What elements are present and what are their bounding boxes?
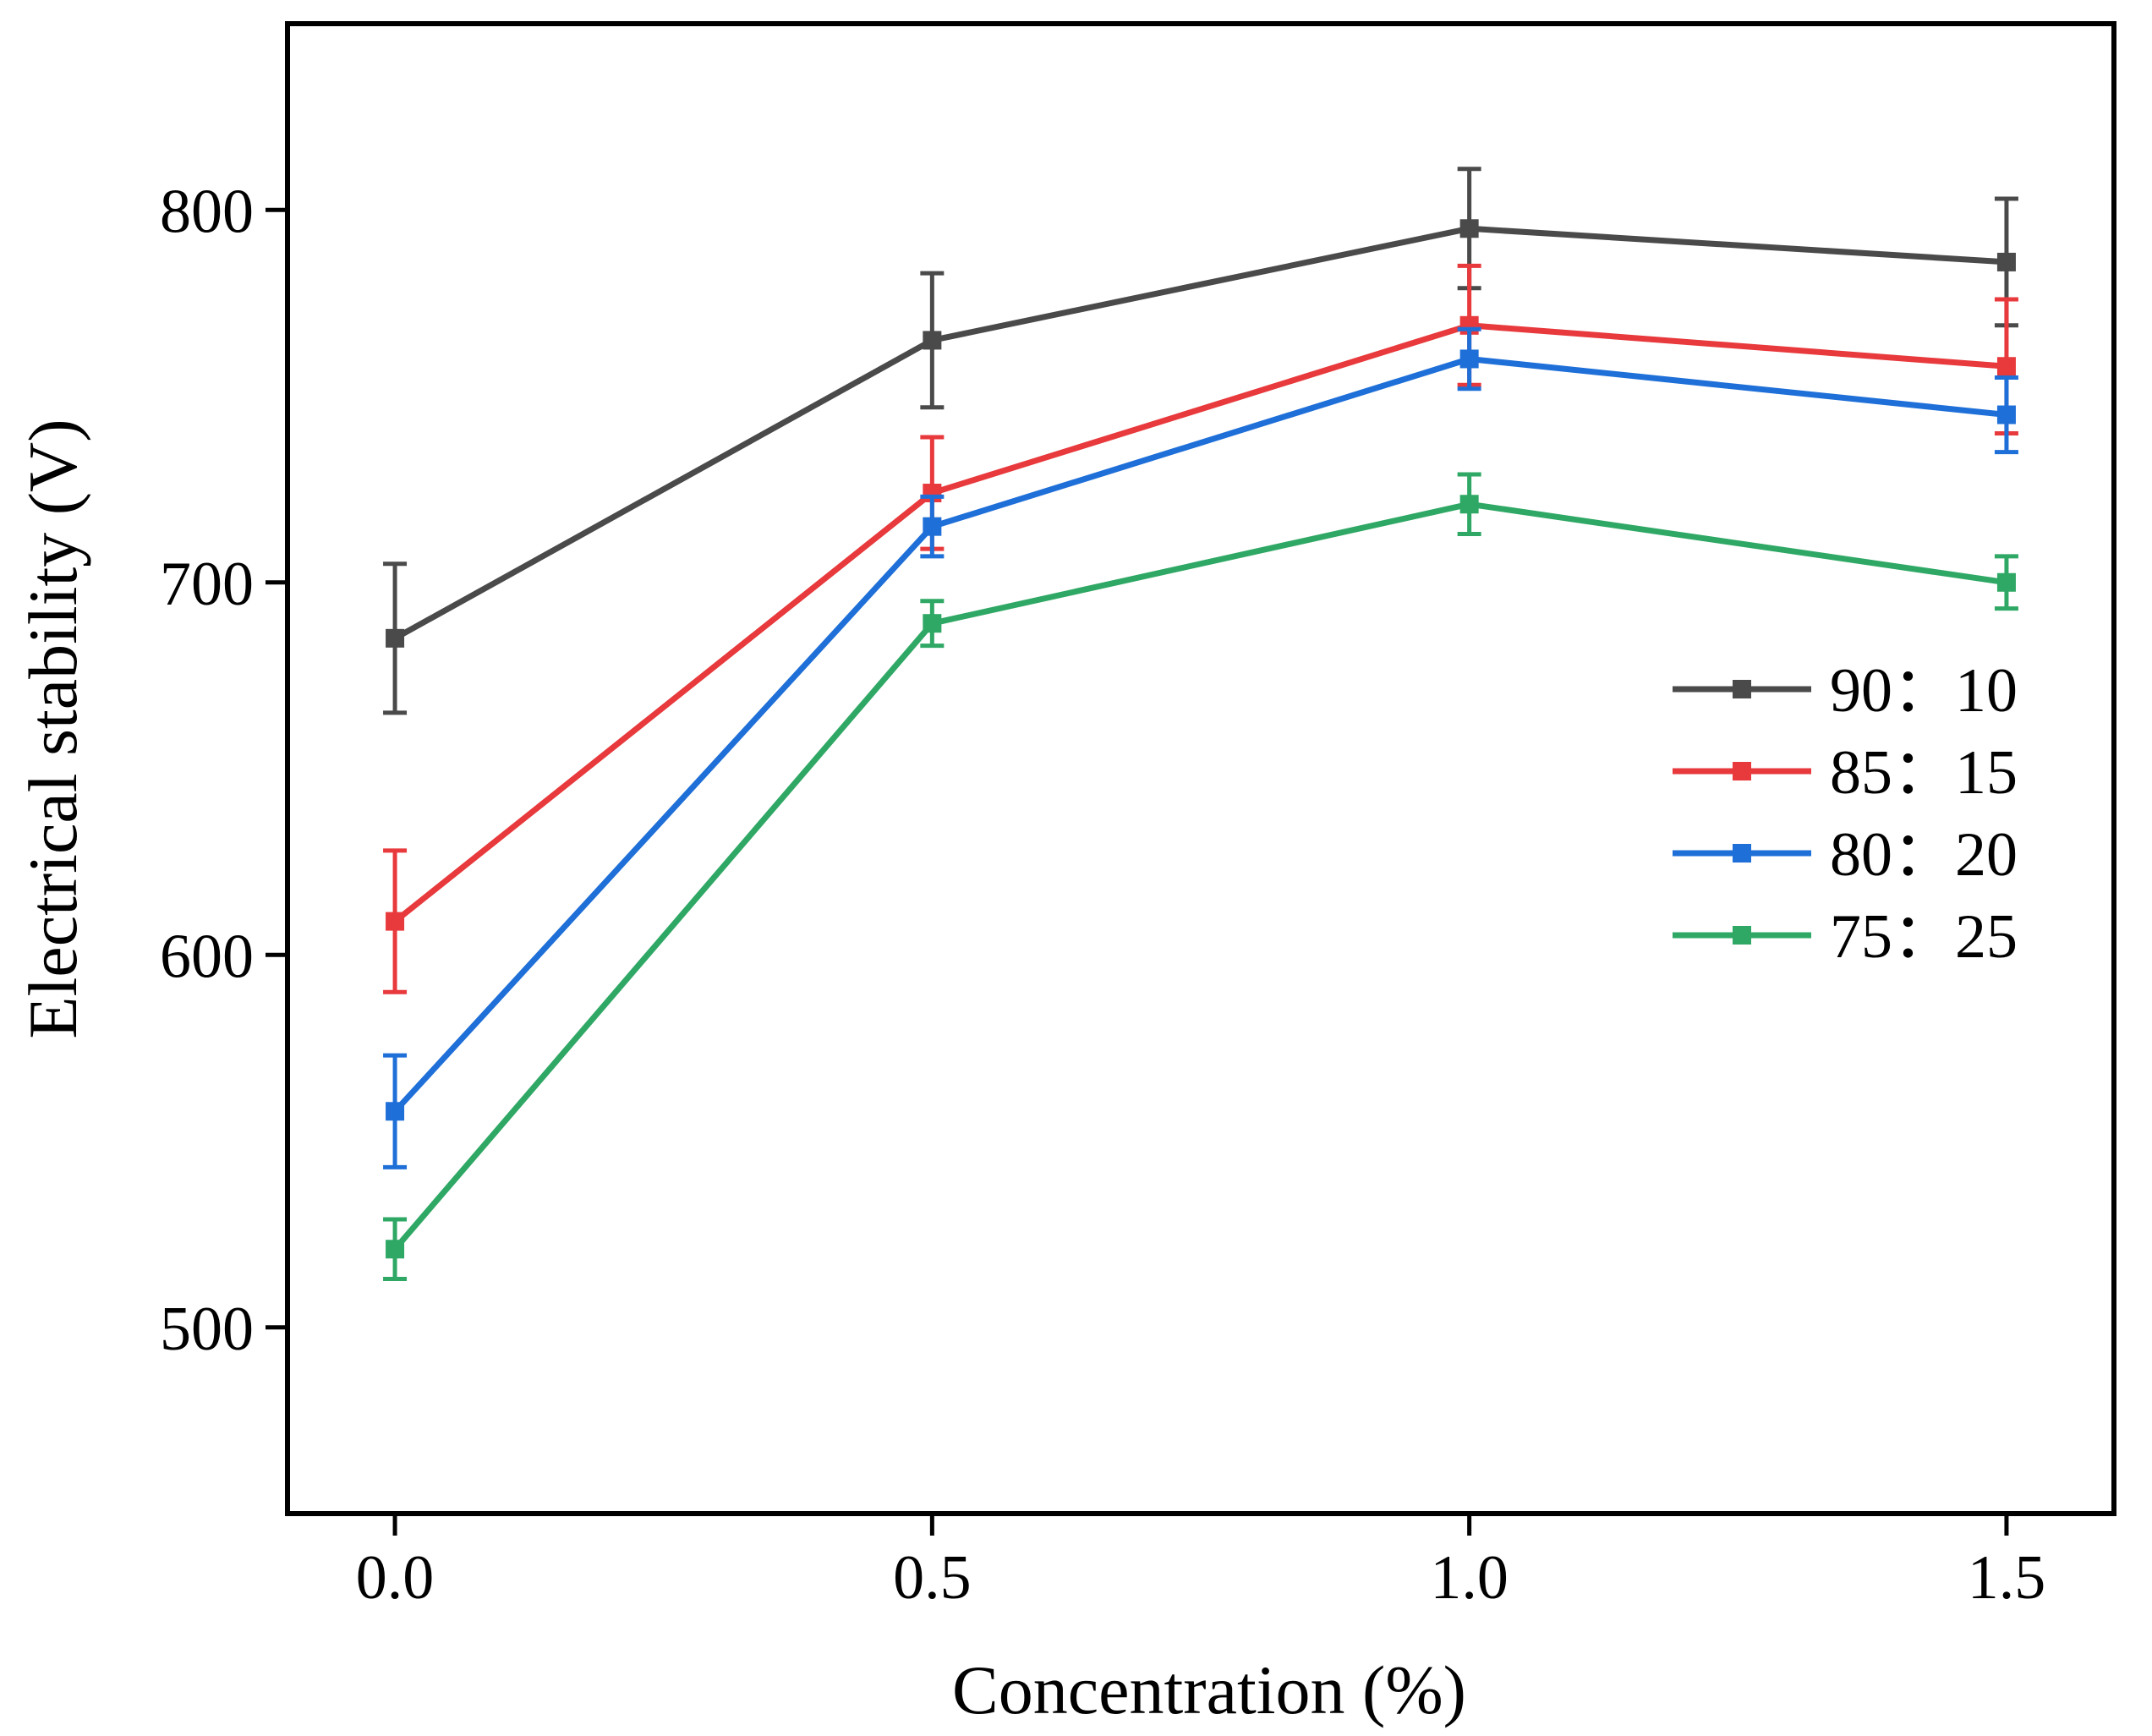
data-point-0-2 xyxy=(1459,219,1479,238)
series-line-1 xyxy=(392,322,2007,924)
legend-marker xyxy=(1733,844,1751,863)
x-tick-label-0.0: 0.0 xyxy=(356,1543,435,1613)
axis-ticks: 500 600 700 800 0.0 0.5 1.0 1.5 xyxy=(160,177,2045,1613)
x-tick-label-0.5: 0.5 xyxy=(893,1543,972,1613)
x-tick-label-1.0: 1.0 xyxy=(1430,1543,1509,1613)
data-point-0-3 xyxy=(1996,252,2016,271)
y-tick-label-500: 500 xyxy=(160,1295,254,1364)
series-3 xyxy=(383,472,2018,1281)
x-tick-label-1.5: 1.5 xyxy=(1968,1543,2046,1613)
legend-label: 75：25 xyxy=(1830,902,2018,972)
legend: 90：10 85：15 80：20 75：25 xyxy=(1673,656,2018,972)
data-point-2-3 xyxy=(1996,405,2016,424)
plot-frame xyxy=(285,21,2116,1516)
series-line-3 xyxy=(392,501,2007,1251)
legend-item-1: 85：15 xyxy=(1673,738,2018,808)
y-tick-label-600: 600 xyxy=(160,922,254,991)
data-point-3-0 xyxy=(386,1240,405,1259)
series-2 xyxy=(383,326,2018,1169)
series-line-0 xyxy=(393,225,2007,641)
series-layer xyxy=(383,167,2018,1281)
legend-marker xyxy=(1733,680,1751,698)
y-tick-label-700: 700 xyxy=(160,550,254,619)
y-axis-label: Electrical stability (V) xyxy=(14,419,91,1038)
legend-label: 85：15 xyxy=(1830,738,2018,808)
legend-item-0: 90：10 xyxy=(1673,656,2018,726)
legend-label: 90：10 xyxy=(1830,656,2018,726)
data-point-1-0 xyxy=(386,912,405,931)
series-line-2 xyxy=(392,356,2007,1114)
data-point-2-0 xyxy=(386,1102,405,1121)
legend-label: 80：20 xyxy=(1830,820,2018,890)
data-point-3-2 xyxy=(1459,495,1479,514)
data-point-0-1 xyxy=(923,331,942,350)
data-point-3-1 xyxy=(923,614,942,633)
legend-marker xyxy=(1733,926,1751,945)
legend-marker xyxy=(1733,762,1751,780)
x-axis-label: Concentration (%) xyxy=(952,1651,1466,1728)
legend-item-3: 75：25 xyxy=(1673,902,2018,972)
series-1 xyxy=(383,263,2018,994)
data-point-0-0 xyxy=(386,628,405,648)
data-point-2-1 xyxy=(923,517,942,536)
y-tick-label-800: 800 xyxy=(160,177,254,246)
legend-item-2: 80：20 xyxy=(1673,820,2018,890)
plot-area xyxy=(285,21,2116,1516)
data-point-1-3 xyxy=(1996,357,2016,376)
data-point-3-3 xyxy=(1996,572,2016,592)
data-point-2-2 xyxy=(1459,349,1479,369)
